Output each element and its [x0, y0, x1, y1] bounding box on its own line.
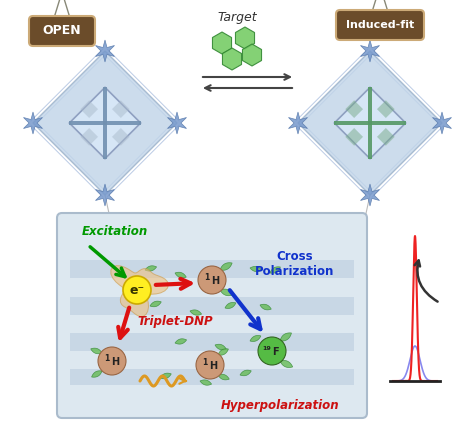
- Polygon shape: [270, 267, 281, 273]
- Polygon shape: [145, 266, 156, 271]
- Polygon shape: [215, 344, 226, 350]
- Polygon shape: [220, 289, 233, 296]
- Polygon shape: [160, 373, 171, 379]
- Circle shape: [123, 276, 151, 304]
- Polygon shape: [250, 266, 262, 271]
- Bar: [69, 121, 141, 126]
- Polygon shape: [95, 184, 115, 206]
- Polygon shape: [280, 333, 292, 341]
- Bar: [70, 369, 354, 385]
- Text: Triplet-DNP: Triplet-DNP: [137, 314, 213, 327]
- Polygon shape: [222, 48, 242, 70]
- Bar: [334, 121, 406, 126]
- Text: H: H: [111, 357, 119, 367]
- Polygon shape: [112, 100, 130, 118]
- Polygon shape: [360, 184, 380, 206]
- Polygon shape: [240, 370, 251, 376]
- Text: OPEN: OPEN: [43, 25, 82, 38]
- Polygon shape: [298, 51, 442, 195]
- Text: 19: 19: [263, 346, 272, 351]
- Polygon shape: [334, 87, 406, 158]
- Polygon shape: [377, 100, 395, 118]
- Polygon shape: [280, 360, 292, 368]
- Polygon shape: [150, 301, 161, 307]
- Polygon shape: [360, 40, 380, 62]
- Text: F: F: [272, 347, 279, 357]
- Polygon shape: [218, 349, 228, 355]
- Polygon shape: [24, 112, 43, 134]
- Polygon shape: [200, 380, 211, 385]
- Polygon shape: [345, 100, 363, 118]
- Text: e⁻: e⁻: [129, 284, 145, 297]
- Polygon shape: [111, 266, 168, 317]
- Text: 1: 1: [202, 358, 208, 367]
- Text: Induced-fit: Induced-fit: [346, 20, 414, 30]
- Polygon shape: [190, 310, 201, 315]
- Polygon shape: [289, 112, 308, 134]
- Polygon shape: [345, 128, 363, 146]
- Text: Cross
Polarization: Cross Polarization: [255, 250, 335, 278]
- Polygon shape: [91, 371, 102, 377]
- Polygon shape: [220, 263, 232, 270]
- Bar: [70, 260, 354, 278]
- Polygon shape: [91, 348, 102, 354]
- Bar: [103, 87, 108, 158]
- Polygon shape: [377, 128, 395, 146]
- Circle shape: [196, 351, 224, 379]
- Text: Hyperpolarization: Hyperpolarization: [221, 398, 339, 411]
- FancyBboxPatch shape: [57, 213, 367, 418]
- Polygon shape: [250, 336, 261, 342]
- Polygon shape: [80, 100, 98, 118]
- Circle shape: [198, 266, 226, 294]
- Polygon shape: [175, 272, 186, 278]
- Circle shape: [98, 347, 126, 375]
- Polygon shape: [167, 112, 187, 134]
- Polygon shape: [260, 304, 271, 310]
- Polygon shape: [243, 44, 262, 66]
- Text: H: H: [209, 362, 217, 372]
- Text: H: H: [211, 276, 219, 286]
- Polygon shape: [432, 112, 452, 134]
- Polygon shape: [69, 87, 141, 158]
- Polygon shape: [95, 40, 115, 62]
- Bar: [70, 297, 354, 315]
- Polygon shape: [210, 269, 221, 275]
- Text: 1: 1: [104, 354, 109, 363]
- Polygon shape: [33, 51, 177, 195]
- Polygon shape: [236, 27, 255, 49]
- Bar: [368, 87, 373, 158]
- Polygon shape: [80, 128, 98, 146]
- Polygon shape: [212, 32, 231, 54]
- Polygon shape: [175, 339, 187, 344]
- Text: Target: Target: [217, 12, 257, 25]
- Text: Excitation: Excitation: [82, 225, 148, 238]
- Bar: [70, 333, 354, 351]
- Circle shape: [258, 337, 286, 365]
- Polygon shape: [225, 303, 236, 308]
- FancyBboxPatch shape: [29, 16, 95, 46]
- FancyBboxPatch shape: [336, 10, 424, 40]
- Text: 1: 1: [204, 273, 210, 282]
- Polygon shape: [112, 128, 130, 146]
- Polygon shape: [218, 374, 229, 380]
